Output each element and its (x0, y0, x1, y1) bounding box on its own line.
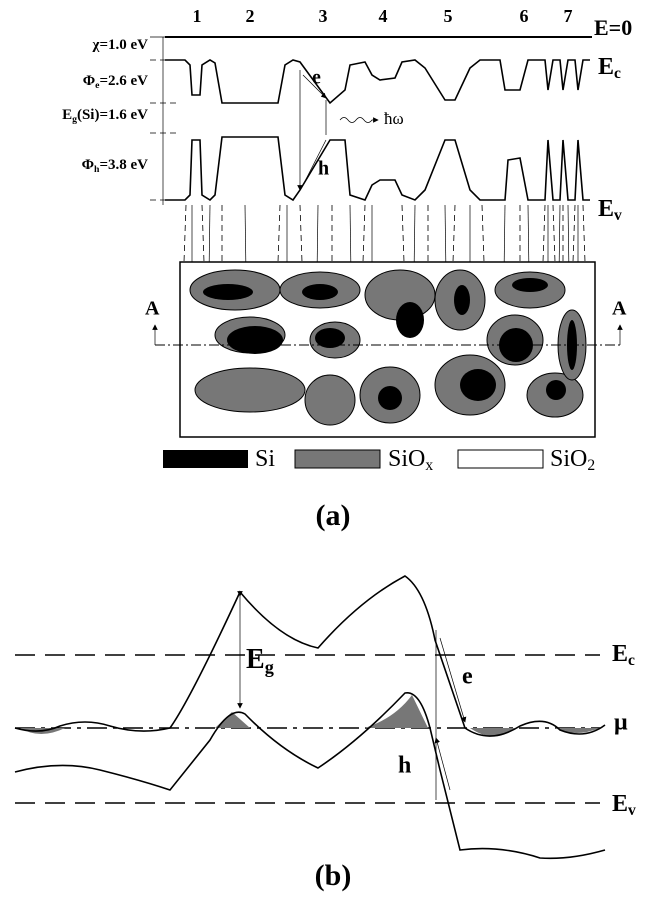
text-part: x (425, 457, 433, 474)
text-part: g (265, 657, 274, 677)
region-number: 4 (379, 6, 388, 26)
text-part: Φ (82, 157, 94, 173)
legend-label: SiOx (388, 446, 433, 474)
text-part: E (612, 791, 628, 817)
energy-labels: χ=1.0 eV Φe=2.6 eV Eg(Si)=1.6 eV Φh=3.8 eV (62, 37, 148, 175)
eg-label: Eg (246, 644, 274, 677)
phi-h-label: Φh=3.8 eV (82, 157, 149, 175)
projection-line (542, 204, 546, 263)
projection-line (201, 204, 205, 263)
legend-labels: Si SiOx SiO2 (255, 446, 595, 474)
energy-brackets (150, 36, 176, 205)
text-part: E (62, 107, 72, 123)
projection-line (401, 204, 405, 263)
chi-label: χ=1.0 eV (92, 37, 149, 53)
projection-line (582, 204, 586, 263)
projection-line (277, 204, 281, 263)
hole: h (398, 753, 411, 779)
text-part: e (95, 80, 100, 91)
caption: (a) (316, 499, 351, 532)
mu-label: μ (614, 710, 628, 736)
text-part: c (628, 652, 635, 669)
text-part: SiO (388, 446, 425, 472)
text-part: SiO (550, 446, 587, 472)
text-part: Si (255, 446, 275, 472)
text-part: χ (92, 37, 101, 53)
hole-arrow (434, 737, 451, 791)
projection-line (452, 204, 456, 263)
text-part: E (598, 54, 614, 80)
region-number: 2 (246, 6, 255, 26)
electron: e (462, 664, 473, 690)
projection-line (362, 204, 366, 263)
valence-band-profile (14, 692, 606, 860)
phi-e-label: Φe=2.6 eV (83, 73, 148, 91)
text-part: h (94, 164, 100, 175)
ev-label: Ev (612, 791, 636, 819)
text-part: E (598, 196, 614, 222)
projection-line (552, 204, 556, 263)
section-label: A (612, 298, 627, 320)
conduction-band (165, 59, 590, 105)
microstructure-map (179, 261, 596, 438)
region-number: 3 (319, 6, 328, 26)
electron: e (312, 67, 321, 89)
projection-line (572, 204, 576, 263)
caption: (b) (315, 859, 352, 892)
text-part: c (614, 65, 621, 82)
photon: ħω (384, 109, 404, 128)
text-part: =2.6 eV (99, 73, 148, 89)
region-numbers: 1 2 3 4 5 6 7 (193, 6, 573, 26)
region-number: 1 (193, 6, 202, 26)
electron-arrow (439, 637, 467, 723)
conduction-band-profile (14, 575, 606, 737)
text-part: g (72, 114, 77, 125)
legend-label: SiO2 (550, 446, 595, 474)
text-part: Φ (83, 73, 95, 89)
region-number: 5 (444, 6, 453, 26)
section-line (152, 324, 623, 346)
eg-label: Eg(Si)=1.6 eV (62, 107, 148, 125)
text-part: E (246, 644, 265, 675)
text-part: v (628, 802, 636, 819)
valence-band (165, 136, 590, 202)
text-part: E (612, 641, 628, 667)
projection-line (481, 204, 485, 263)
text-part: v (614, 207, 622, 224)
e-zero: E=0 (594, 15, 632, 40)
hole: h (318, 158, 329, 180)
legend-label: Si (255, 446, 275, 472)
section-label: A (145, 298, 160, 320)
region-number: 6 (520, 6, 529, 26)
text-part: =3.8 eV (99, 157, 148, 173)
ec-label: Ec (598, 54, 621, 82)
legend (163, 449, 544, 469)
text-part: 2 (587, 457, 595, 474)
region-number: 7 (564, 6, 573, 26)
text-part: (Si)=1.6 eV (77, 107, 148, 123)
projection-line (299, 204, 303, 263)
projection-line (183, 204, 187, 263)
transition-arrows (297, 70, 379, 191)
ec-label: Ec (612, 641, 635, 669)
ev-label: Ev (598, 196, 622, 224)
text-part: =1.0 eV (99, 37, 148, 53)
